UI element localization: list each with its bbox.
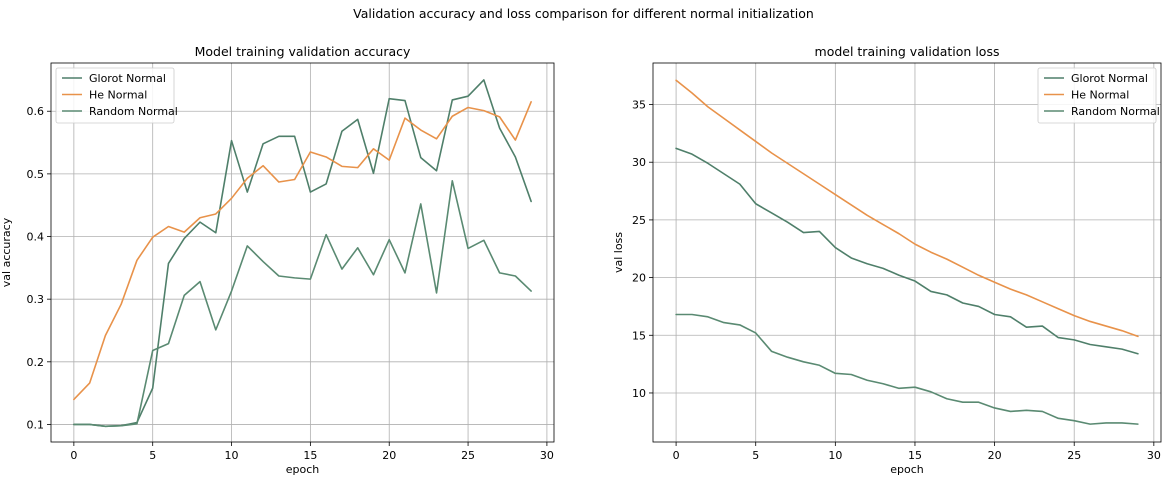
series-line-he — [74, 102, 531, 400]
chart-title: model training validation loss — [815, 44, 1000, 59]
legend-label: Random Normal — [89, 105, 178, 118]
y-tick-label: 35 — [632, 99, 646, 112]
y-tick-label: 0.5 — [27, 168, 45, 181]
x-tick-label: 0 — [673, 449, 680, 462]
x-tick-label: 15 — [908, 449, 922, 462]
legend-label: He Normal — [1071, 89, 1129, 102]
series-line-random — [676, 315, 1138, 425]
series-line-random — [74, 181, 531, 427]
legend-label: Random Normal — [1071, 105, 1160, 118]
y-axis-label: val loss — [612, 232, 625, 273]
y-tick-label: 0.4 — [27, 231, 45, 244]
y-tick-label: 0.2 — [27, 356, 45, 369]
legend-label: Glorot Normal — [1071, 72, 1148, 85]
loss-chart: 0 5 10 15 20 25 30 10 15 20 25 30 35 epoch val loss mod… — [612, 44, 1161, 476]
figure-suptitle: Validation accuracy and loss comparison … — [353, 6, 814, 21]
legend-label: Glorot Normal — [89, 72, 166, 85]
y-tick-label: 10 — [632, 387, 646, 400]
y-tick-label: 30 — [632, 156, 646, 169]
x-tick-label: 10 — [225, 449, 239, 462]
y-tick-label: 20 — [632, 272, 646, 285]
chart-title: Model training validation accuracy — [195, 44, 411, 59]
x-tick-label: 0 — [70, 449, 77, 462]
x-tick-label: 30 — [1147, 449, 1161, 462]
x-tick-label: 15 — [303, 449, 317, 462]
x-tick-label: 5 — [752, 449, 759, 462]
x-tick-label: 30 — [540, 449, 554, 462]
y-tick-label: 0.1 — [27, 418, 45, 431]
series-line-glorot — [676, 148, 1138, 353]
x-tick-label: 25 — [1067, 449, 1081, 462]
y-axis-label: val accuracy — [0, 217, 13, 287]
x-tick-label: 10 — [828, 449, 842, 462]
x-tick-label: 20 — [382, 449, 396, 462]
y-tick-label: 25 — [632, 214, 646, 227]
y-tick-label: 0.6 — [27, 105, 45, 118]
legend: Glorot Normal He Normal Random Normal — [1038, 68, 1160, 123]
legend: Glorot Normal He Normal Random Normal — [56, 68, 178, 123]
x-tick-label: 5 — [149, 449, 156, 462]
legend-label: He Normal — [89, 89, 147, 102]
x-axis-label: epoch — [890, 463, 924, 476]
x-tick-label: 25 — [461, 449, 475, 462]
x-tick-label: 20 — [988, 449, 1002, 462]
accuracy-chart: 0 5 10 15 20 25 30 0.1 0.2 0.3 0.4 0.5 0.6 epoch val a… — [0, 44, 554, 476]
x-axis-label: epoch — [286, 463, 320, 476]
y-tick-label: 15 — [632, 329, 646, 342]
y-tick-label: 0.3 — [27, 293, 45, 306]
